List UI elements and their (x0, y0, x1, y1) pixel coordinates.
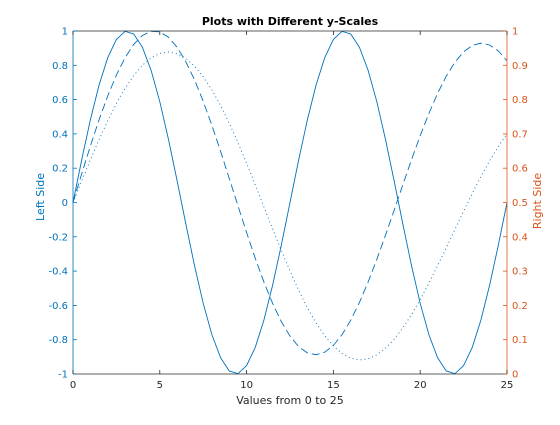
chart-title: Plots with Different y-Scales (202, 15, 379, 28)
series-line-2 (72, 30, 508, 356)
y-right-tick-label: 0.6 (512, 164, 528, 175)
y-right-tick-label: 0 (512, 370, 518, 381)
y-axis-right-label: Right Side (531, 173, 544, 229)
x-tick-label: 0 (70, 380, 76, 391)
series-layer (72, 30, 508, 375)
y-right-tick-label: 0.4 (512, 232, 528, 243)
series-line-1 (72, 30, 508, 375)
y-right-tick-label: 0.1 (512, 335, 528, 346)
y-left-tick-label: 0.4 (52, 129, 68, 140)
y-left-tick-label: -0.8 (48, 335, 68, 346)
x-tick-label: 5 (157, 380, 163, 391)
y-left-tick-label: -0.2 (48, 232, 68, 243)
y-right-tick-label: 0.7 (512, 129, 528, 140)
y-right-tick-label: 0.3 (512, 267, 528, 278)
y-left-tick-label: -1 (58, 370, 68, 381)
x-tick-label: 25 (501, 380, 514, 391)
y-right-tick-label: 1 (512, 27, 518, 38)
y-right-tick-label: 0.9 (512, 61, 528, 72)
axes-layer: 0 5 10 15 20 25-1-0.8-0.6-0.4-0.200.20.40.60.… (48, 27, 527, 392)
x-tick-label: 15 (327, 380, 340, 391)
y-right-tick-label: 0.8 (512, 95, 528, 106)
y-left-tick-label: 0.6 (52, 95, 68, 106)
y-left-tick-label: 0.8 (52, 61, 68, 72)
y-left-tick-label: 0.2 (52, 164, 68, 175)
x-tick-label: 10 (240, 380, 253, 391)
y-left-tick-label: -0.6 (48, 301, 68, 312)
y-right-tick-label: 0.2 (512, 301, 528, 312)
y-left-tick-label: -0.4 (48, 267, 68, 278)
y-axis-left-label: Left Side (34, 173, 47, 221)
y-left-tick-label: 1 (62, 27, 68, 38)
x-axis-label: Values from 0 to 25 (236, 394, 344, 407)
x-tick-label: 20 (414, 380, 427, 391)
y-right-tick-label: 0.5 (512, 198, 528, 209)
y-left-tick-label: 0 (62, 198, 68, 209)
